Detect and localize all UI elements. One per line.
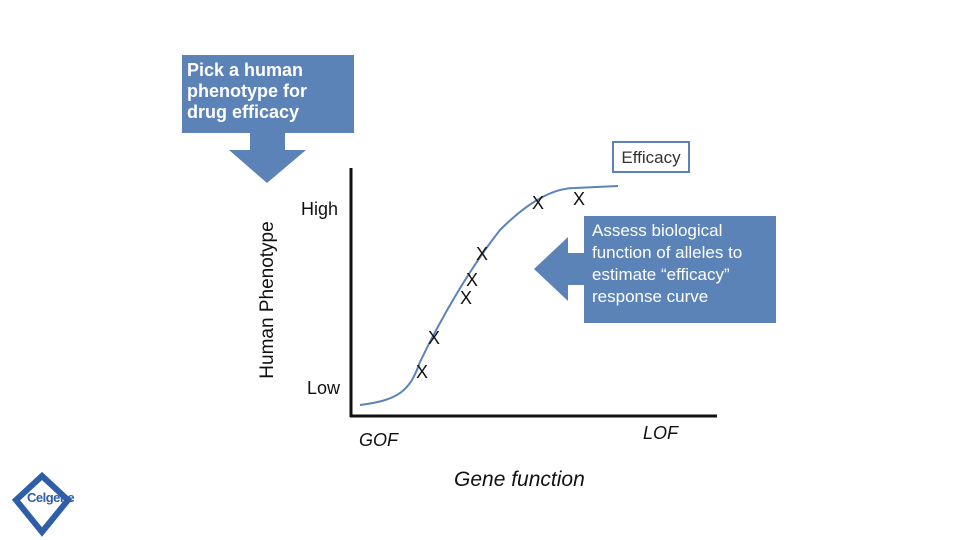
logo-text: Celgene (27, 490, 75, 505)
allele-marker: X (532, 193, 545, 213)
allele-marker: X (466, 270, 479, 290)
low-label: Low (307, 378, 341, 398)
allele-marker: X (573, 189, 586, 209)
gof-label: GOF (359, 430, 398, 450)
allele-marker: X (416, 362, 429, 382)
lof-label: LOF (643, 423, 679, 443)
allele-marker: X (460, 288, 473, 308)
response-curve (359, 185, 619, 406)
y-axis-label: Human Phenotype (257, 221, 278, 379)
efficacy-label: Efficacy (612, 141, 690, 173)
high-label: High (301, 199, 339, 219)
left-arrow (534, 237, 584, 301)
x-axis-label: Gene function (454, 468, 585, 491)
allele-marker: X (428, 328, 441, 348)
down-arrow (229, 133, 306, 183)
phenotype-callout: Pick a human phenotype for drug efficacy (182, 55, 354, 133)
assess-callout: Assess biological function of alleles to… (584, 216, 776, 323)
celgene-logo (11, 471, 73, 537)
allele-marker: X (476, 244, 489, 264)
